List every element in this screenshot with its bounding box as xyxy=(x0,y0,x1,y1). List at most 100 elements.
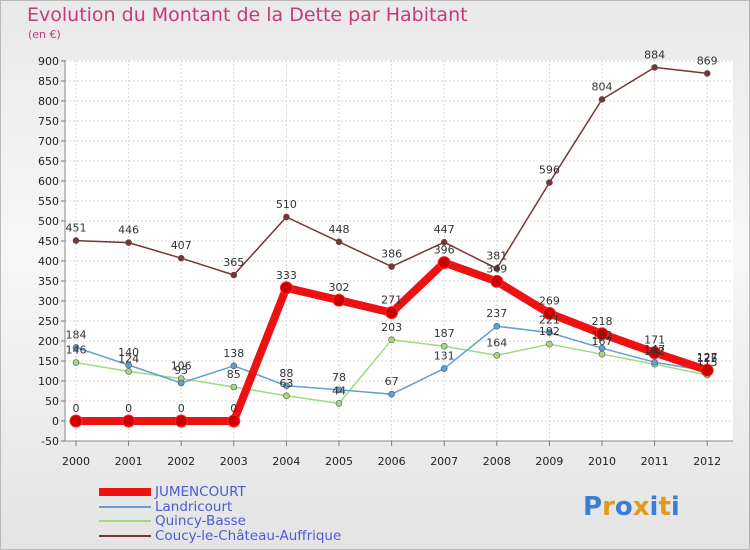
data-point xyxy=(493,322,501,330)
y-axis: -50 0 50 100 150 200 250 300 350 400 450 500 550 600 6… xyxy=(38,55,66,448)
logo-letter: o xyxy=(614,492,633,522)
data-label: 269 xyxy=(539,294,560,307)
y-tick-label: 900 xyxy=(38,55,59,68)
proxiti-logo: Proxiti xyxy=(583,492,680,522)
data-label: 804 xyxy=(592,80,613,93)
y-tick-label: 550 xyxy=(38,195,59,208)
data-point xyxy=(388,263,395,270)
y-tick-label: 0 xyxy=(52,415,59,428)
data-label: 124 xyxy=(118,352,139,365)
logo-letter: t xyxy=(658,492,671,522)
y-tick-label: 850 xyxy=(38,75,59,88)
x-tick-label: 2007 xyxy=(430,455,458,468)
chart-title: Evolution du Montant de la Dette par Hab… xyxy=(27,4,468,26)
data-point xyxy=(72,237,80,244)
series-layer xyxy=(69,64,714,428)
data-label: 0 xyxy=(125,402,132,415)
legend-item: Landricourt xyxy=(99,500,341,515)
legend-item: Coucy-le-Château-Auffrique xyxy=(99,529,341,544)
y-tick-label: 150 xyxy=(38,355,59,368)
data-label: 88 xyxy=(279,367,293,380)
legend-swatch xyxy=(99,520,151,523)
data-label: 140 xyxy=(118,346,139,359)
x-tick-label: 2002 xyxy=(167,455,195,468)
data-label: 67 xyxy=(385,375,399,388)
legend-item: Quincy-Basse xyxy=(99,514,341,529)
data-label: 386 xyxy=(381,248,402,261)
data-point xyxy=(437,256,451,270)
y-tick-label: 600 xyxy=(38,175,59,188)
data-label: 95 xyxy=(174,364,188,377)
data-point xyxy=(125,239,132,246)
data-point xyxy=(703,70,711,77)
data-point xyxy=(283,213,290,221)
data-label: 142 xyxy=(644,345,665,358)
data-label: 131 xyxy=(434,350,455,363)
data-point xyxy=(72,344,80,351)
legend-swatch xyxy=(99,534,151,537)
data-label: 115 xyxy=(697,356,718,369)
data-label: 164 xyxy=(486,336,507,349)
data-point xyxy=(546,340,553,348)
y-tick-label: 650 xyxy=(38,155,59,168)
data-point xyxy=(595,327,609,341)
x-tick-label: 2011 xyxy=(641,455,669,468)
data-point xyxy=(385,306,399,320)
x-tick-label: 2001 xyxy=(115,455,143,468)
y-tick-label: 100 xyxy=(38,375,59,388)
data-label: 447 xyxy=(434,223,455,236)
data-label: 78 xyxy=(332,371,346,384)
data-point xyxy=(335,238,343,246)
data-label: 125 xyxy=(697,352,718,365)
x-tick-label: 2006 xyxy=(378,455,406,468)
data-point xyxy=(598,96,606,103)
data-label: 138 xyxy=(223,347,244,360)
data-point xyxy=(546,179,553,186)
data-label: 63 xyxy=(279,377,293,390)
y-tick-label: 300 xyxy=(38,295,59,308)
data-point xyxy=(700,363,714,377)
data-point xyxy=(279,281,293,295)
data-label: 146 xyxy=(66,344,87,357)
legend-label: JUMENCOURT xyxy=(155,484,246,501)
y-tick-label: 800 xyxy=(38,95,59,108)
y-tick-label: -50 xyxy=(41,435,59,448)
data-point xyxy=(598,344,606,352)
data-label: 187 xyxy=(434,327,455,340)
data-point xyxy=(227,414,241,428)
y-tick-label: 200 xyxy=(38,335,59,348)
logo-letter: x xyxy=(632,492,650,522)
y-tick-label: 700 xyxy=(38,135,59,148)
data-label: 106 xyxy=(171,360,192,373)
data-label: 381 xyxy=(486,250,507,263)
data-point xyxy=(177,379,185,387)
data-point xyxy=(651,64,658,71)
data-label: 0 xyxy=(178,402,185,415)
data-point xyxy=(230,271,238,279)
data-point xyxy=(332,293,346,307)
data-point xyxy=(440,365,448,372)
data-point xyxy=(542,306,556,320)
data-label: 203 xyxy=(381,321,402,334)
data-label: 0 xyxy=(73,402,80,415)
data-label: 221 xyxy=(539,314,560,327)
line-chart: -50 0 50 100 150 200 250 300 350 400 450 500 550 600 6… xyxy=(38,48,733,468)
y-tick-label: 750 xyxy=(38,115,59,128)
data-label: 192 xyxy=(539,325,560,338)
x-tick-label: 2003 xyxy=(220,455,248,468)
data-label: 302 xyxy=(329,281,350,294)
chart-unit: (en €) xyxy=(28,28,61,41)
data-point xyxy=(72,359,80,366)
data-label: 333 xyxy=(276,269,297,282)
y-tick-label: 50 xyxy=(45,395,59,408)
data-point xyxy=(493,352,501,359)
data-label: 184 xyxy=(66,328,87,341)
data-label: 85 xyxy=(227,368,241,381)
data-label: 448 xyxy=(329,223,350,236)
data-label: 167 xyxy=(592,335,613,348)
data-point xyxy=(125,361,132,369)
legend-label: Landricourt xyxy=(155,498,233,515)
data-label: 451 xyxy=(66,222,87,235)
data-label: 271 xyxy=(381,294,402,307)
